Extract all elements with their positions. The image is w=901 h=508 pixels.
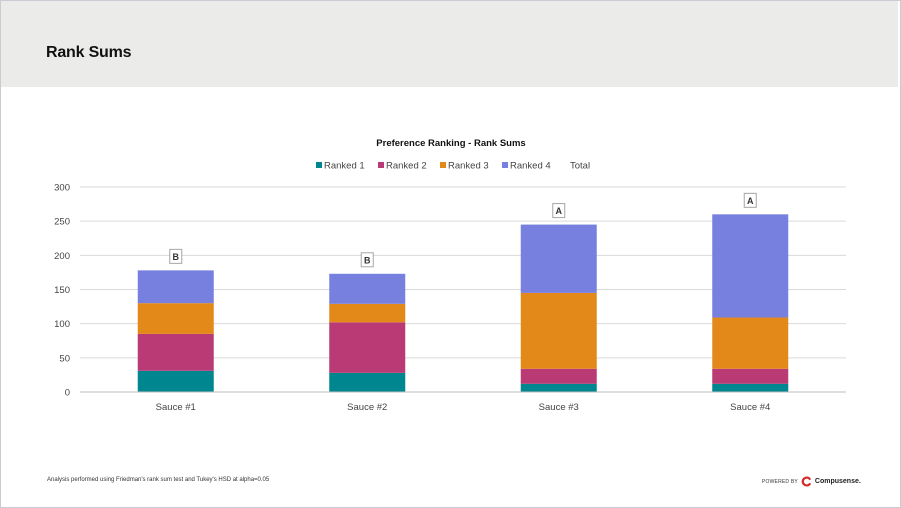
significance-letter: B [169,248,183,264]
significance-box [743,192,757,208]
y-tick-label: 250 [54,217,70,228]
significance-letter: A [552,203,566,219]
analysis-footnote: Analysis performed using Friedman's rank… [47,477,270,483]
bar-segment-ranked-2 [329,322,406,373]
bar-segment-ranked-4 [329,273,406,304]
report-header [1,1,898,87]
bars: B B A A [137,192,789,392]
bar-segment-ranked-4 [520,224,597,293]
chart-title: Preference Ranking - Rank Sums [376,138,525,149]
bar-segment-ranked-1 [520,383,597,392]
powered-by-badge: POWERED BY Compusense. [762,476,861,487]
legend-item: Ranked 4 [502,161,551,172]
y-tick-label: 100 [54,319,70,330]
bar-segment-ranked-2 [137,333,214,371]
y-tick-label: 200 [54,251,70,262]
legend-label: Total [570,161,590,172]
legend-swatch [502,162,508,168]
bar-segment-ranked-1 [329,372,406,392]
legend-label: Ranked 1 [324,161,365,172]
y-tick-label: 300 [54,183,70,194]
y-tick-label: 0 [65,388,70,399]
legend: Ranked 1 Ranked 2 Ranked 3 Ranked 4 Total [316,161,590,172]
legend-item: Total [570,161,590,172]
y-tick-label: 50 [59,353,70,364]
significance-label: A [556,206,563,216]
significance-label: A [747,196,754,206]
axes: 0 50 100 150 200 250 300 Sauce #1 Sauce #2 Sauce … [54,183,846,413]
bar-segment-ranked-2 [520,368,597,384]
legend-swatch [316,162,322,168]
significance-letter: B [360,252,374,268]
x-tick-label: Sauce #3 [539,402,579,413]
bar-segment-ranked-3 [329,303,406,323]
x-tick-label: Sauce #4 [730,402,770,413]
bar-segment-ranked-2 [712,368,789,384]
page-title: Rank Sums [46,44,132,61]
significance-label: B [173,252,180,262]
significance-letter: A [743,192,757,208]
brand-name: Compusense. [814,478,861,485]
powered-by-label: POWERED BY [762,478,798,485]
compusense-logo-icon [801,476,811,487]
x-tick-label: Sauce #1 [156,402,196,413]
bar-segment-ranked-3 [520,292,597,369]
legend-item: Ranked 1 [316,161,365,172]
legend-item: Ranked 3 [440,161,489,172]
significance-box [169,248,183,264]
bar-segment-ranked-1 [137,370,214,392]
legend-swatch [440,162,446,168]
bar-segment-ranked-1 [712,383,789,392]
y-tick-label: 150 [54,285,70,296]
legend-label: Ranked 4 [510,161,551,172]
bar-segment-ranked-3 [137,303,214,334]
significance-box [360,252,374,268]
legend-swatch [378,162,384,168]
x-tick-label: Sauce #2 [347,402,387,413]
legend-label: Ranked 3 [448,161,489,172]
significance-box [552,203,566,219]
legend-item: Ranked 2 [378,161,427,172]
significance-label: B [364,255,371,265]
legend-label: Ranked 2 [386,161,427,172]
bar-segment-ranked-4 [137,270,214,304]
bar-segment-ranked-4 [712,214,789,318]
bar-segment-ranked-3 [712,317,789,369]
